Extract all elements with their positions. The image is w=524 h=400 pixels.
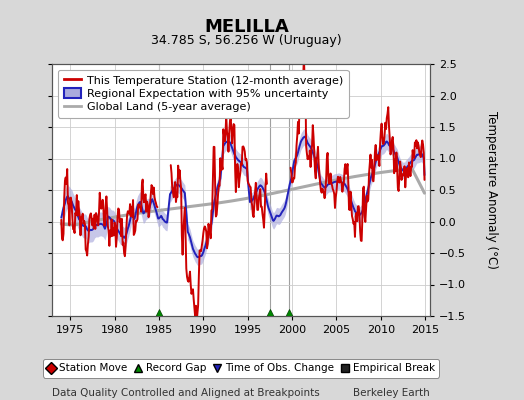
Legend: Station Move, Record Gap, Time of Obs. Change, Empirical Break: Station Move, Record Gap, Time of Obs. C… — [42, 359, 440, 378]
Text: MELILLA: MELILLA — [204, 18, 289, 36]
Text: Berkeley Earth: Berkeley Earth — [353, 388, 430, 398]
Y-axis label: Temperature Anomaly (°C): Temperature Anomaly (°C) — [485, 111, 498, 269]
Legend: This Temperature Station (12-month average), Regional Expectation with 95% uncer: This Temperature Station (12-month avera… — [58, 70, 348, 118]
Text: Data Quality Controlled and Aligned at Breakpoints: Data Quality Controlled and Aligned at B… — [52, 388, 320, 398]
Text: 34.785 S, 56.256 W (Uruguay): 34.785 S, 56.256 W (Uruguay) — [151, 34, 342, 47]
